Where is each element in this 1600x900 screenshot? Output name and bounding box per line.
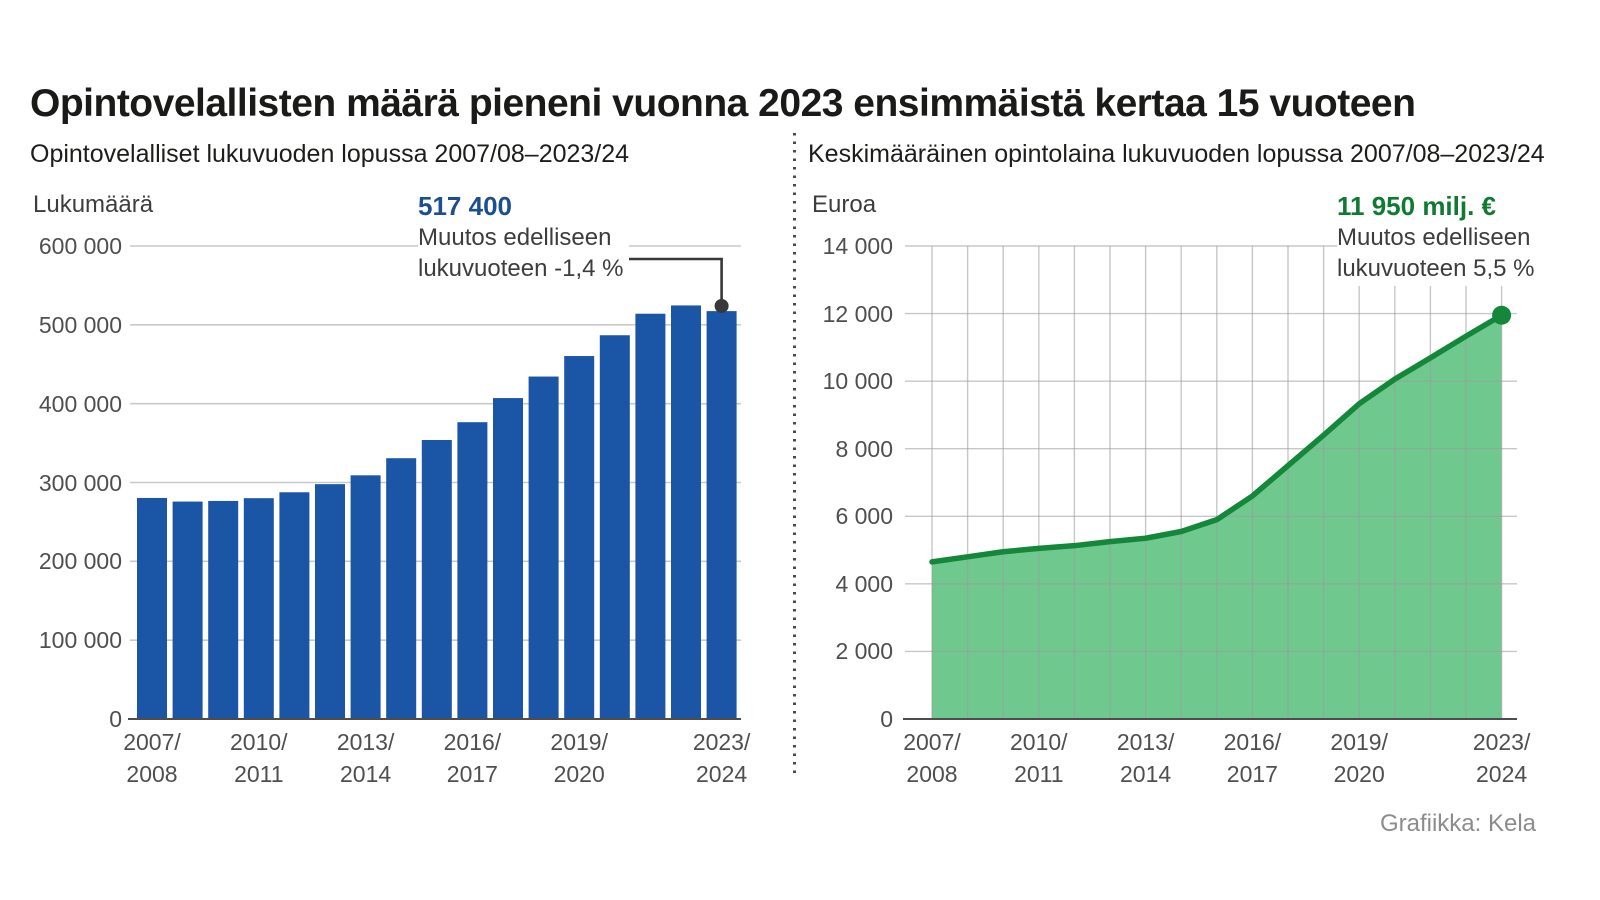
bar-2023/24 bbox=[706, 311, 737, 719]
bar-2009/10 bbox=[208, 500, 239, 719]
area-chart-annotation-line2: lukuvuoteen 5,5 % bbox=[1337, 255, 1535, 282]
bar-2008/09 bbox=[172, 501, 203, 719]
charts-divider-dotted-line bbox=[793, 133, 796, 776]
bar-2014/15 bbox=[386, 458, 417, 719]
bar-2012/13 bbox=[315, 484, 345, 719]
bar-2019/20 bbox=[564, 356, 595, 719]
graphics-credit: Grafiikka: Kela bbox=[1379, 810, 1536, 837]
area-chart-subtitle: Keskimääräinen opintolaina lukuvuoden lo… bbox=[808, 140, 1545, 168]
bar-chart-annotation-line1: Muutos edelliseen bbox=[418, 224, 612, 251]
bar-chart-subtitle: Opintovelalliset lukuvuoden lopussa 2007… bbox=[30, 140, 630, 168]
bar-2017/18 bbox=[493, 398, 523, 719]
area-chart-annotation: 11 950 milj. € Muutos edelliseen lukuvuo… bbox=[1337, 190, 1541, 286]
bar-2020/21 bbox=[599, 335, 630, 719]
bar-chart-annotation: 517 400 Muutos edelliseen lukuvuoteen -1… bbox=[418, 190, 630, 286]
bar-2007/08 bbox=[137, 497, 167, 719]
bar-2016/17 bbox=[457, 422, 488, 719]
bar-2022/23 bbox=[671, 305, 701, 719]
bar-chart-annotation-line2: lukuvuoteen -1,4 % bbox=[418, 255, 624, 282]
bar-chart-callout-line bbox=[622, 257, 723, 305]
bar-2013/14 bbox=[350, 475, 381, 719]
page-title: Opintovelallisten määrä pieneni vuonna 2… bbox=[30, 82, 1416, 126]
bar-2015/16 bbox=[421, 440, 452, 719]
area-chart-unit-label: Euroa bbox=[812, 191, 877, 218]
bar-chart-callout-dot bbox=[714, 299, 729, 313]
area-chart-endpoint-dot bbox=[1492, 305, 1512, 325]
area-chart-annotation-line1: Muutos edelliseen bbox=[1337, 224, 1531, 251]
bar-2010/11 bbox=[243, 498, 274, 719]
bar-2021/22 bbox=[635, 313, 666, 719]
bar-2018/19 bbox=[528, 376, 559, 719]
bar-chart-latest-value: 517 400 bbox=[418, 191, 512, 221]
area-chart-line bbox=[929, 312, 1505, 565]
bar-chart-unit-label: Lukumäärä bbox=[33, 191, 154, 218]
bar-2011/12 bbox=[279, 492, 310, 719]
area-chart-latest-value: 11 950 milj. € bbox=[1337, 191, 1497, 221]
